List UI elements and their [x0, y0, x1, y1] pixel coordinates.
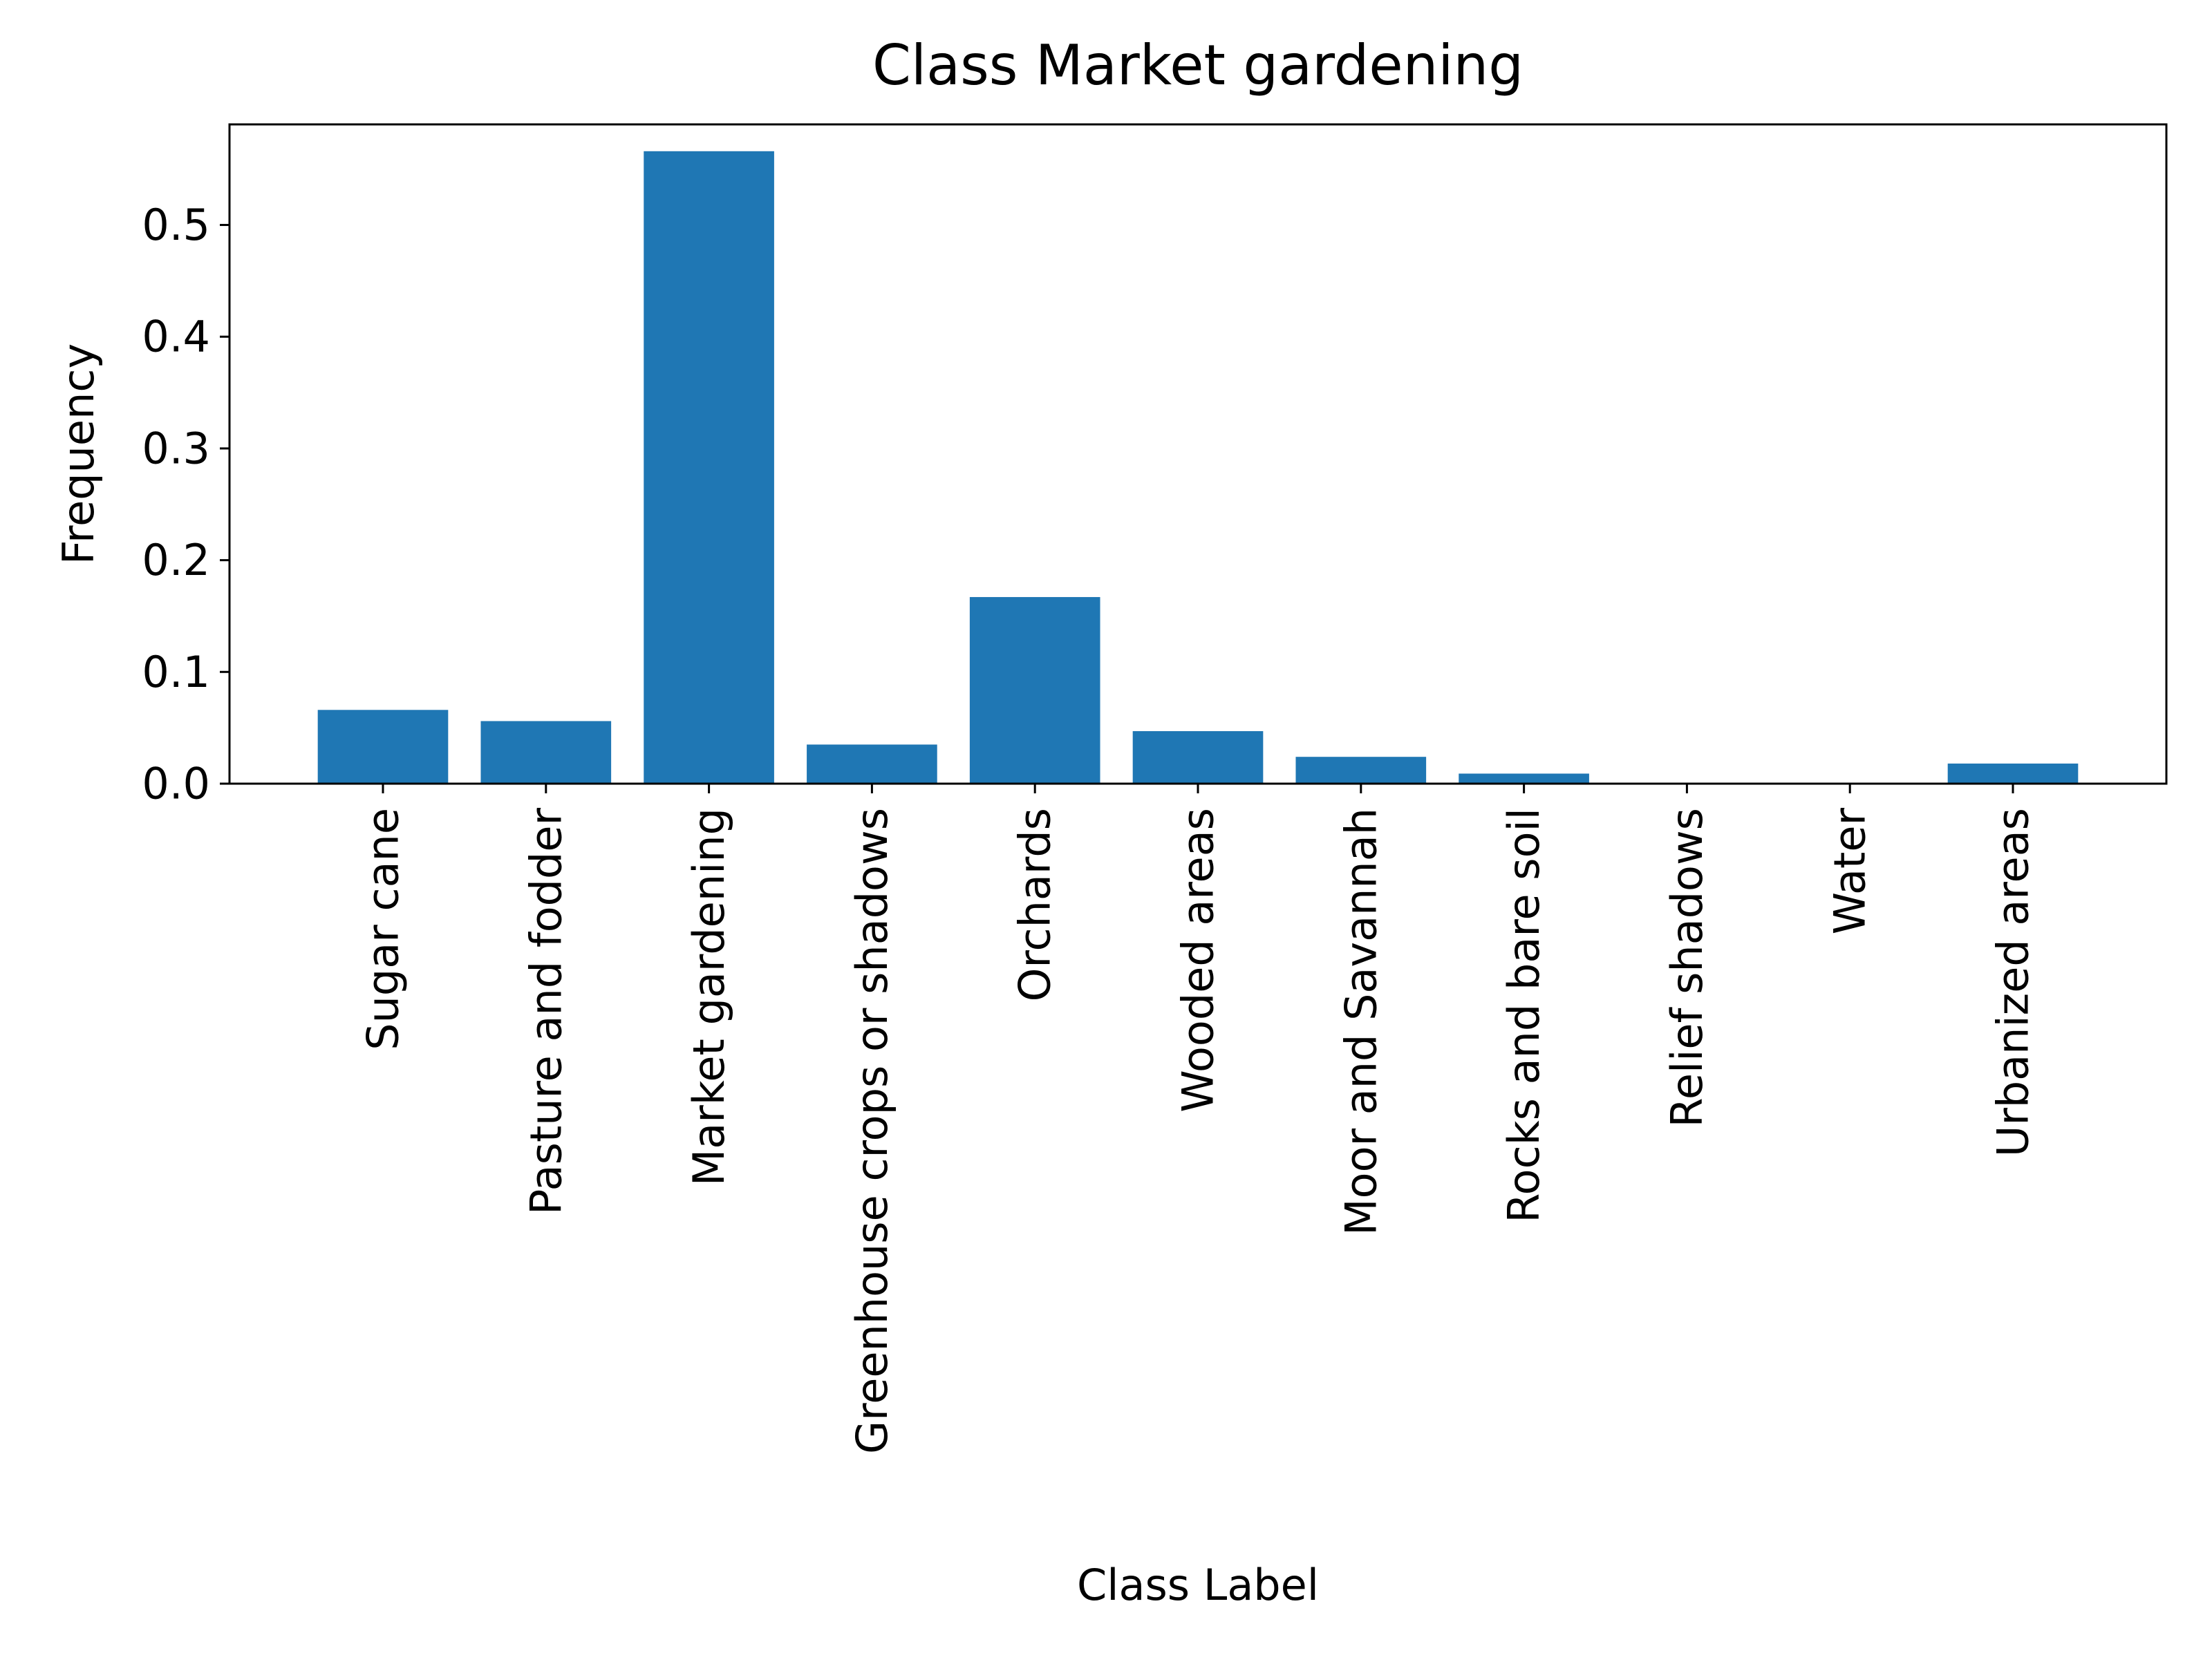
y-tick-label: 0.0	[142, 759, 210, 809]
x-tick-label: Water	[1825, 807, 1875, 934]
x-tick-label: Pasture and fodder	[521, 808, 571, 1215]
x-tick-label: Wooded areas	[1173, 808, 1224, 1113]
x-tick-label: Moor and Savannah	[1335, 808, 1386, 1236]
bar	[1459, 773, 1589, 784]
y-tick-label: 0.3	[142, 423, 210, 473]
bar	[1132, 731, 1264, 784]
y-axis-label: Frequency	[53, 343, 104, 565]
y-tick-label: 0.4	[142, 312, 210, 362]
y-axis-ticks: 0.0 0.1 0.2 0.3 0.4 0.5	[142, 200, 229, 809]
x-tick-label: Relief shadows	[1662, 808, 1712, 1127]
bar	[317, 710, 449, 784]
bar	[1947, 763, 2079, 784]
x-tick-label: Rocks and bare soil	[1499, 808, 1549, 1223]
x-axis-label: Class Label	[1077, 1560, 1319, 1610]
y-tick-label: 0.1	[142, 647, 210, 697]
x-tick-label: Sugar cane	[358, 808, 409, 1050]
y-tick-label: 0.2	[142, 535, 210, 585]
bar	[480, 721, 612, 784]
y-tick-label: 0.5	[142, 200, 210, 250]
bar	[1295, 757, 1427, 784]
x-axis-ticks: Sugar cane Pasture and fodder Market garde…	[358, 784, 2038, 1454]
bar	[644, 151, 774, 784]
x-tick-label: Market gardening	[684, 808, 734, 1186]
bar	[969, 596, 1100, 784]
x-tick-label: Greenhouse crops or shadows	[847, 808, 897, 1454]
plot-area-frame	[228, 123, 2168, 785]
x-tick-label: Urbanized areas	[1988, 808, 2038, 1157]
bar	[807, 744, 937, 784]
chart-title: Class Market gardening	[872, 33, 1524, 97]
x-tick-label: Orchards	[1010, 808, 1060, 1001]
bars-group	[317, 151, 2079, 784]
